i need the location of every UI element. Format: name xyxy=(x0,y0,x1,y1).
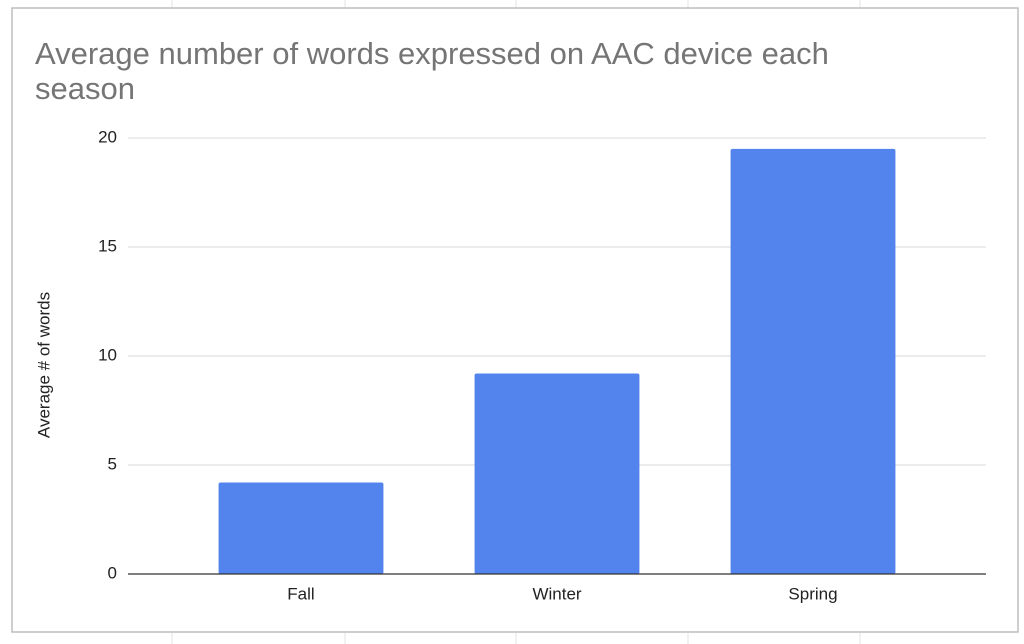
chart-title: Average number of words expressed on AAC… xyxy=(35,36,829,106)
x-tick-label: Fall xyxy=(287,584,314,603)
bar xyxy=(730,148,896,574)
y-tick-label: 5 xyxy=(108,454,117,473)
bar xyxy=(218,482,384,574)
y-tick-label: 20 xyxy=(98,127,117,146)
y-tick-label: 0 xyxy=(108,563,117,582)
x-tick-label: Winter xyxy=(532,584,581,603)
bar xyxy=(474,373,640,574)
y-axis-label: Average # of words xyxy=(34,292,53,438)
sheet-background xyxy=(171,0,861,644)
y-tick-label: 15 xyxy=(98,236,117,255)
y-tick-label: 10 xyxy=(98,345,117,364)
x-tick-label: Spring xyxy=(788,584,837,603)
